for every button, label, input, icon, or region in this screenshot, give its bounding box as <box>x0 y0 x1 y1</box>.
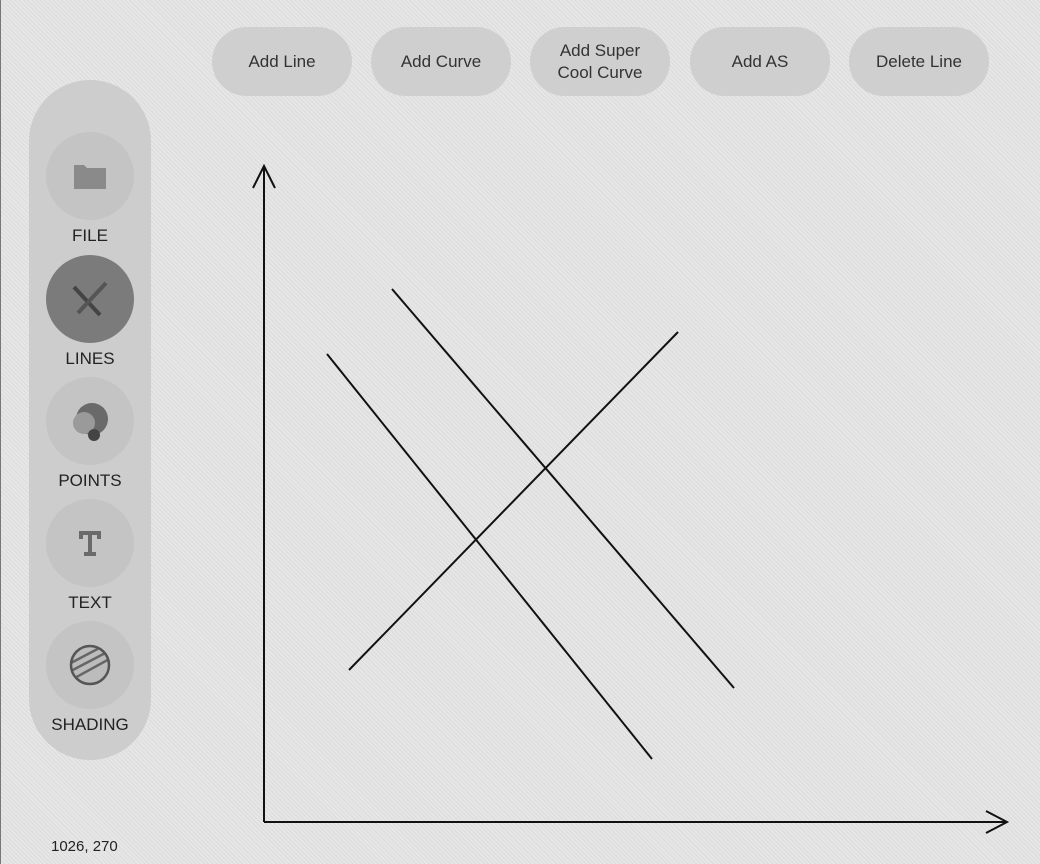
tool-points-label: POINTS <box>58 471 122 490</box>
tool-text-label: TEXT <box>68 593 112 612</box>
points-icon <box>73 403 108 441</box>
tool-shading[interactable]: SHADING <box>29 621 151 741</box>
tool-lines-label: LINES <box>65 349 115 368</box>
add-curve-button[interactable]: Add Curve <box>371 27 511 96</box>
cursor-coordinates: 1026, 270 <box>51 838 118 855</box>
delete-line-button[interactable]: Delete Line <box>849 27 989 96</box>
add-as-button[interactable]: Add AS <box>690 27 830 96</box>
add-line-button[interactable]: Add Line <box>212 27 352 96</box>
tool-file[interactable]: FILE <box>29 132 151 252</box>
tool-points[interactable]: POINTS <box>29 377 151 497</box>
folder-icon <box>74 165 106 189</box>
supply-line[interactable] <box>348 331 679 671</box>
demand-line-2[interactable] <box>391 288 735 689</box>
tool-lines-circle[interactable] <box>46 255 134 343</box>
shading-icon <box>69 644 111 686</box>
add-super-cool-curve-button[interactable]: Add Super Cool Curve <box>530 27 670 96</box>
tool-points-circle[interactable] <box>46 377 134 465</box>
text-icon <box>79 531 101 556</box>
tool-sidebar: FILE LINES POINTS TEXT <box>29 80 151 760</box>
tool-shading-circle[interactable] <box>46 621 134 709</box>
demand-line-1[interactable] <box>326 353 653 760</box>
tool-text-circle[interactable] <box>46 499 134 587</box>
x-axis <box>264 810 1010 834</box>
tool-file-circle[interactable] <box>46 132 134 220</box>
y-axis <box>252 163 276 822</box>
tool-text[interactable]: TEXT <box>29 499 151 619</box>
tool-lines[interactable]: LINES <box>29 255 151 375</box>
tool-shading-label: SHADING <box>51 715 129 734</box>
lines-icon <box>72 281 108 317</box>
tool-file-label: FILE <box>72 226 108 245</box>
